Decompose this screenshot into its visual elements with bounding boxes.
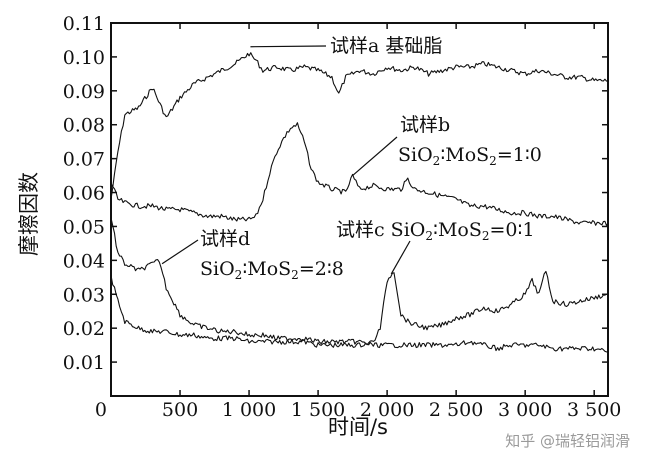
watermark: 知乎 @瑞轻铝润滑 bbox=[505, 432, 630, 450]
anno-part: ∶MoS bbox=[433, 219, 482, 241]
y-tick-label: 0.05 bbox=[63, 216, 105, 238]
anno-part: ∶MoS bbox=[242, 258, 291, 280]
x-tick-label: 0 bbox=[95, 399, 107, 421]
anno-part: 2 bbox=[235, 268, 243, 282]
x-tick-label: 3 000 bbox=[498, 399, 552, 421]
annotation-b-ratio: SiO2∶MoS2=1∶0 bbox=[398, 144, 542, 168]
series-line-d bbox=[110, 217, 608, 353]
anno-part: 2 bbox=[425, 229, 433, 243]
annotation-d-ratio: SiO2∶MoS2=2∶8 bbox=[200, 258, 344, 282]
y-tick-label: 0.08 bbox=[63, 115, 105, 137]
anno-part: 2 bbox=[291, 268, 299, 282]
leader-d bbox=[161, 239, 199, 265]
anno-part: 试样c SiO bbox=[336, 219, 425, 241]
plot-frame bbox=[110, 22, 609, 397]
y-tick-label: 0.11 bbox=[63, 13, 105, 35]
y-tick-label: 0.06 bbox=[63, 183, 105, 205]
x-tick-label: 500 bbox=[162, 399, 198, 421]
leader-b bbox=[352, 136, 398, 177]
y-tick-label: 0.01 bbox=[63, 352, 105, 374]
series-line-b bbox=[110, 122, 609, 226]
x-tick-label: 2 000 bbox=[360, 399, 414, 421]
annotation-d-title: 试样d bbox=[200, 228, 250, 250]
anno-part: 2 bbox=[482, 229, 490, 243]
y-tick-label: 0.03 bbox=[63, 284, 105, 306]
y-tick-label: 0.07 bbox=[63, 149, 105, 171]
anno-part: SiO bbox=[200, 258, 235, 280]
x-tick-label: 1 000 bbox=[222, 399, 276, 421]
y-tick-label: 0.04 bbox=[63, 250, 105, 272]
x-axis: 0 500 1 000 1 500 2 000 2 500 3 000 3 500 bbox=[95, 23, 621, 421]
anno-part: ∶MoS bbox=[440, 144, 489, 166]
anno-part: =0∶1 bbox=[490, 219, 535, 241]
x-axis-title: 时间/s bbox=[328, 415, 388, 439]
y-axis: 0.01 0.02 0.03 0.04 0.05 0.06 0.07 0.08 0.09 0.10… bbox=[63, 13, 608, 374]
annotation-c: 试样c SiO2∶MoS2=0∶1 bbox=[336, 219, 535, 243]
y-axis-title: 摩擦因数 bbox=[17, 172, 41, 256]
leader-a bbox=[250, 45, 327, 48]
annotation-a: 试样a 基础脂 bbox=[330, 35, 442, 57]
anno-part: =1∶0 bbox=[497, 144, 542, 166]
anno-part: 2 bbox=[433, 154, 441, 168]
annotation-b-title: 试样b bbox=[400, 114, 450, 136]
series-layer bbox=[110, 52, 609, 353]
x-tick-label: 3 500 bbox=[567, 399, 621, 421]
leader-c bbox=[390, 240, 411, 275]
y-tick-label: 0.02 bbox=[63, 318, 105, 340]
series-line-c bbox=[110, 270, 609, 348]
x-tick-label: 1 500 bbox=[291, 399, 345, 421]
anno-part: 2 bbox=[489, 154, 497, 168]
anno-part: SiO bbox=[398, 144, 433, 166]
y-tick-label: 0.09 bbox=[63, 81, 105, 103]
x-tick-label: 2 500 bbox=[429, 399, 483, 421]
y-tick-label: 0.10 bbox=[63, 47, 105, 69]
series-line-a bbox=[110, 52, 609, 200]
anno-part: =2∶8 bbox=[299, 258, 344, 280]
